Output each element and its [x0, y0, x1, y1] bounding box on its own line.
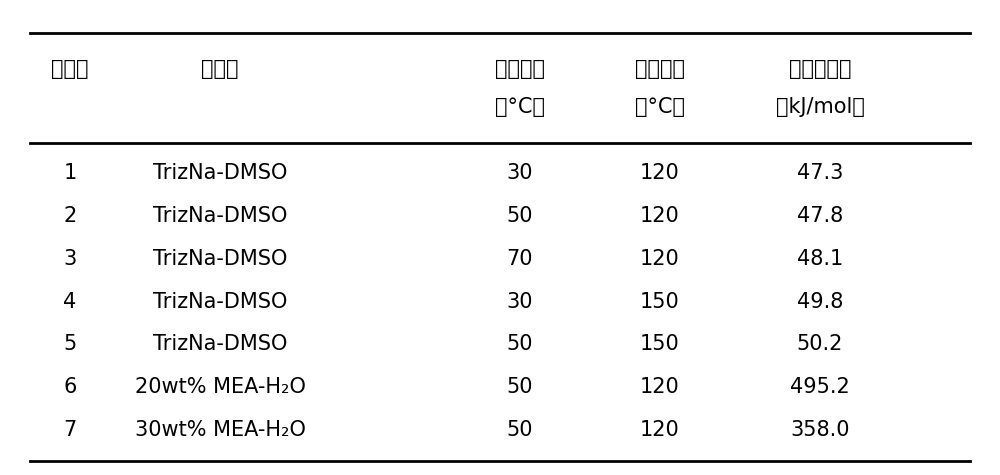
- Text: 120: 120: [640, 249, 680, 269]
- Text: （kJ/mol）: （kJ/mol）: [776, 97, 864, 117]
- Text: 47.8: 47.8: [797, 206, 843, 226]
- Text: 120: 120: [640, 206, 680, 226]
- Text: 30: 30: [507, 163, 533, 183]
- Text: 120: 120: [640, 163, 680, 183]
- Text: 4: 4: [63, 292, 77, 312]
- Text: 50: 50: [507, 334, 533, 354]
- Text: 50.2: 50.2: [797, 334, 843, 354]
- Text: 6: 6: [63, 377, 77, 397]
- Text: 7: 7: [63, 420, 77, 440]
- Text: TrizNa-DMSO: TrizNa-DMSO: [153, 249, 287, 269]
- Text: 120: 120: [640, 377, 680, 397]
- Text: （°C）: （°C）: [635, 97, 685, 117]
- Text: 解吸温度: 解吸温度: [635, 59, 685, 79]
- Text: 30: 30: [507, 292, 533, 312]
- Text: 358.0: 358.0: [790, 420, 850, 440]
- Text: （°C）: （°C）: [495, 97, 545, 117]
- Text: 70: 70: [507, 249, 533, 269]
- Text: 吸收剂: 吸收剂: [201, 59, 239, 79]
- Text: 20wt% MEA-H₂O: 20wt% MEA-H₂O: [135, 377, 305, 397]
- Text: 再生总能耗: 再生总能耗: [789, 59, 851, 79]
- Text: 1: 1: [63, 163, 77, 183]
- Text: TrizNa-DMSO: TrizNa-DMSO: [153, 163, 287, 183]
- Text: 50: 50: [507, 377, 533, 397]
- Text: 120: 120: [640, 420, 680, 440]
- Text: 5: 5: [63, 334, 77, 354]
- Text: 150: 150: [640, 292, 680, 312]
- Text: 实施例: 实施例: [51, 59, 89, 79]
- Text: TrizNa-DMSO: TrizNa-DMSO: [153, 292, 287, 312]
- Text: 495.2: 495.2: [790, 377, 850, 397]
- Text: TrizNa-DMSO: TrizNa-DMSO: [153, 206, 287, 226]
- Text: 47.3: 47.3: [797, 163, 843, 183]
- Text: 48.1: 48.1: [797, 249, 843, 269]
- Text: 50: 50: [507, 206, 533, 226]
- Text: 150: 150: [640, 334, 680, 354]
- Text: 49.8: 49.8: [797, 292, 843, 312]
- Text: 50: 50: [507, 420, 533, 440]
- Text: 3: 3: [63, 249, 77, 269]
- Text: 吸收温度: 吸收温度: [495, 59, 545, 79]
- Text: TrizNa-DMSO: TrizNa-DMSO: [153, 334, 287, 354]
- Text: 30wt% MEA-H₂O: 30wt% MEA-H₂O: [135, 420, 305, 440]
- Text: 2: 2: [63, 206, 77, 226]
